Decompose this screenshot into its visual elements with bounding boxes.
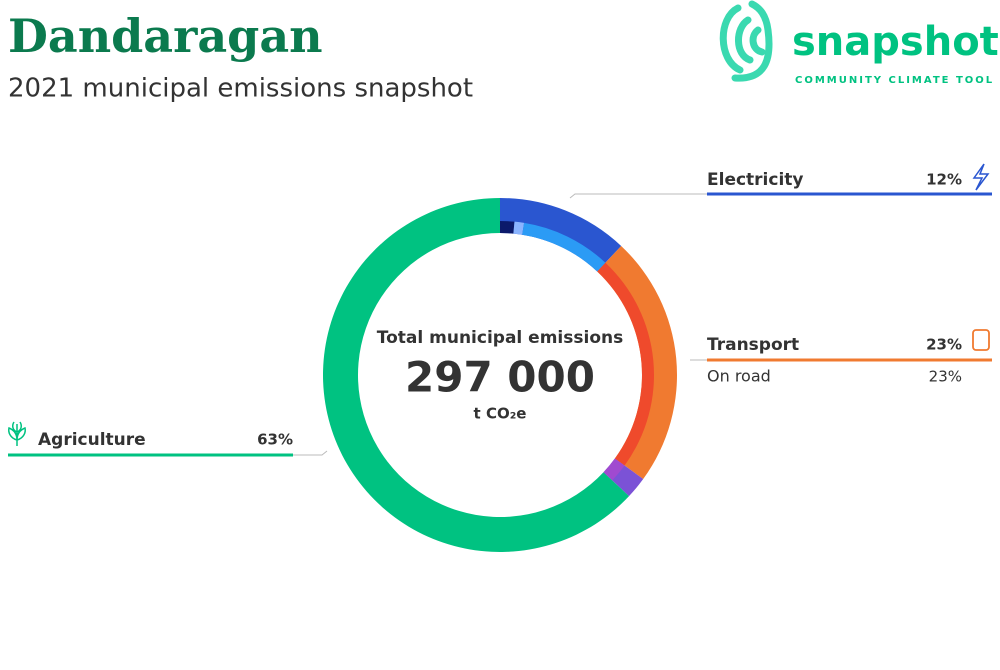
logo-tagline: COMMUNITY CLIMATE TOOL [795, 75, 994, 86]
category-label: Agriculture [38, 430, 146, 450]
category-label: Transport [707, 335, 799, 355]
logo-name: snapshot [792, 19, 999, 65]
value-label: 63% [257, 431, 293, 449]
subtitle: 2021 municipal emissions snapshot [8, 74, 473, 104]
donut [323, 198, 678, 552]
inner-segment [522, 222, 606, 272]
inner-segment [513, 221, 525, 235]
donut-segment [597, 245, 678, 480]
unit: t CO₂e [474, 405, 527, 423]
logo: snapshot COMMUNITY CLIMATE TOOL [719, 0, 999, 86]
electricity-icon [972, 163, 990, 191]
total: 297 000 [405, 353, 595, 402]
leader-line [569, 193, 707, 199]
donut-segment [323, 198, 630, 552]
logo-icon [719, 0, 773, 82]
center-label: Total municipal emissions [377, 328, 623, 348]
title: Dandaragan [8, 9, 323, 63]
leader-line [293, 450, 328, 456]
agriculture-icon [8, 421, 26, 446]
inner-segment [500, 221, 515, 234]
value-label: 23% [926, 336, 962, 354]
sub-value-label: 23% [929, 368, 962, 386]
inner-segment [597, 262, 654, 466]
sub-label: On road [707, 367, 771, 386]
category-label: Electricity [707, 170, 804, 190]
value-label: 12% [926, 171, 962, 189]
inner-segment [603, 458, 625, 481]
transport-icon [972, 329, 990, 351]
